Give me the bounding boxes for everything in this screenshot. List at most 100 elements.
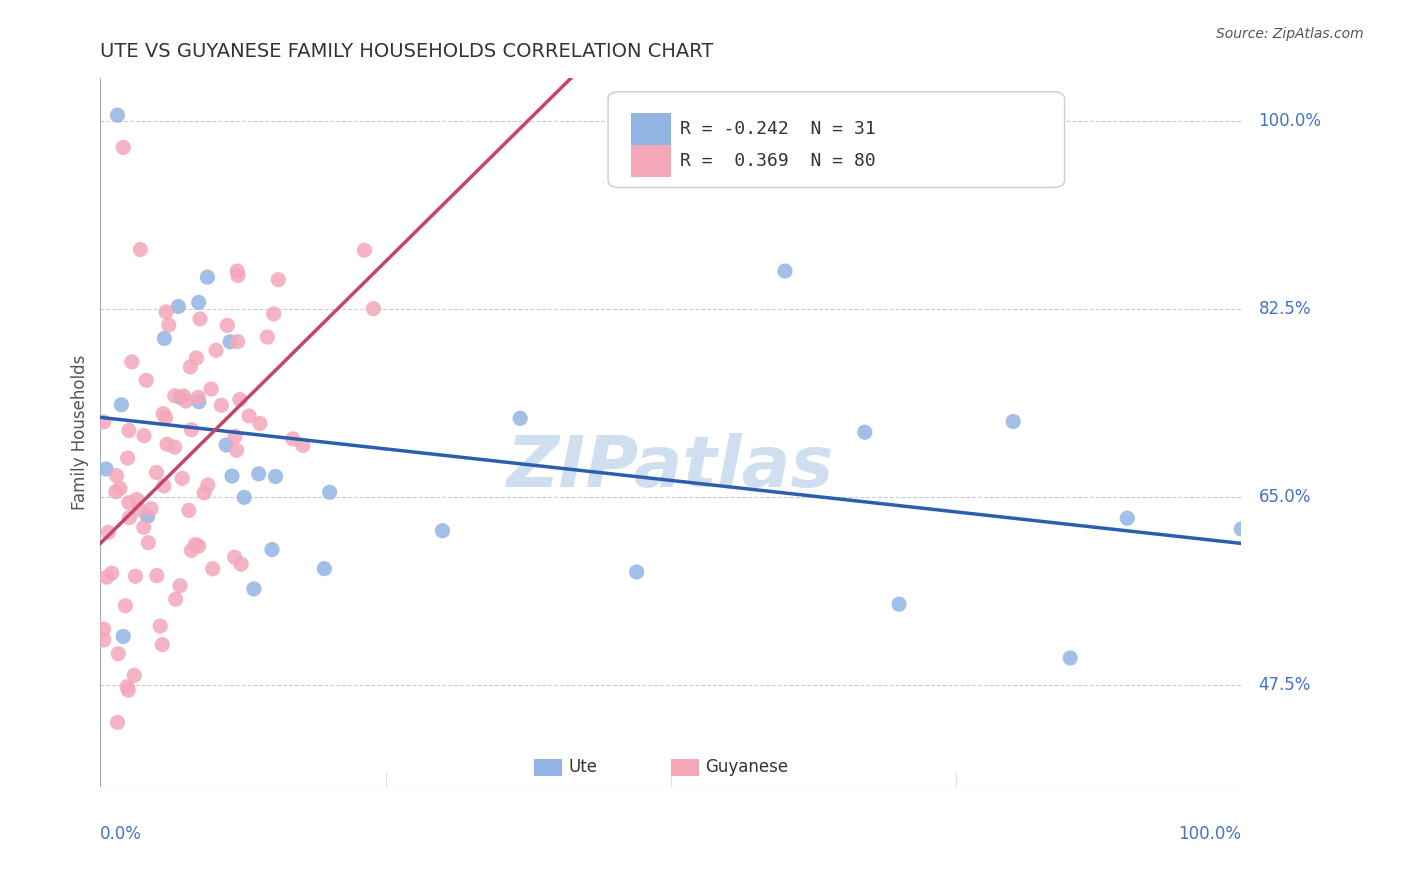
Point (107, 715, 129, 730)
Text: R =  0.369  N = 80: R = 0.369 N = 80 (681, 152, 876, 169)
Point (179, 359, 201, 374)
Point (626, 565, 648, 579)
Point (136, 535, 159, 549)
Point (184, 538, 207, 552)
Point (105, 468, 128, 483)
Point (167, 300, 190, 314)
Point (149, 619, 172, 633)
Point (117, 451, 139, 466)
Point (180, 423, 202, 437)
Point (260, 542, 283, 557)
Point (853, 425, 876, 440)
Point (509, 411, 531, 425)
Point (169, 390, 191, 404)
Point (145, 466, 167, 480)
Point (363, 301, 385, 316)
Point (247, 467, 270, 481)
Point (118, 495, 141, 509)
Point (1116, 511, 1139, 525)
Point (157, 318, 180, 332)
Point (314, 561, 336, 575)
Point (93, 415, 115, 429)
Point (173, 389, 195, 403)
Point (100, 566, 122, 581)
Point (172, 471, 194, 485)
Bar (534, 758, 562, 776)
Text: R = -0.242  N = 31: R = -0.242 N = 31 (681, 120, 876, 137)
Point (174, 394, 197, 409)
Text: 100.0%: 100.0% (1178, 824, 1241, 843)
Point (224, 550, 246, 565)
Text: Guyanese: Guyanese (704, 758, 789, 776)
Point (118, 510, 141, 524)
Point (155, 410, 177, 425)
Point (112, 629, 135, 643)
Point (93, 622, 115, 636)
Point (132, 428, 155, 442)
Point (226, 334, 249, 349)
Bar (631, 113, 671, 145)
Point (153, 479, 176, 493)
Y-axis label: Family Households: Family Households (72, 354, 89, 510)
Text: Ute: Ute (568, 758, 598, 776)
Text: 100.0%: 100.0% (1258, 112, 1322, 129)
Point (187, 539, 209, 553)
Point (267, 273, 290, 287)
Point (96, 570, 118, 584)
Point (125, 492, 148, 507)
Point (94, 462, 117, 476)
Text: 65.0%: 65.0% (1258, 488, 1310, 506)
Point (129, 243, 152, 257)
Text: 47.5%: 47.5% (1258, 676, 1310, 694)
Point (226, 264, 249, 278)
Point (229, 392, 252, 407)
Point (108, 481, 131, 495)
Text: 82.5%: 82.5% (1258, 300, 1310, 318)
Point (215, 438, 238, 452)
Point (187, 295, 209, 310)
Point (188, 312, 211, 326)
Point (217, 318, 239, 333)
Point (200, 382, 222, 396)
Point (153, 331, 176, 345)
Point (121, 355, 143, 369)
Point (165, 592, 187, 607)
Point (180, 543, 202, 558)
Point (155, 305, 177, 319)
Point (169, 579, 191, 593)
Point (238, 409, 260, 423)
Text: Source: ZipAtlas.com: Source: ZipAtlas.com (1216, 27, 1364, 41)
Point (177, 503, 200, 517)
Point (263, 307, 285, 321)
Point (124, 569, 146, 583)
Point (219, 334, 242, 349)
Point (225, 443, 247, 458)
Point (224, 429, 246, 443)
Point (432, 524, 454, 538)
Point (197, 478, 219, 492)
Point (291, 438, 314, 452)
Text: 0.0%: 0.0% (100, 824, 142, 843)
Point (1002, 415, 1025, 429)
Point (97, 525, 120, 540)
Point (124, 668, 146, 682)
Point (132, 520, 155, 534)
Point (201, 562, 224, 576)
Point (243, 582, 266, 596)
Point (107, 108, 129, 122)
Point (115, 680, 138, 694)
Point (187, 390, 209, 404)
Point (186, 351, 208, 365)
Point (139, 501, 162, 516)
Point (233, 491, 256, 505)
Point (152, 407, 174, 421)
Point (150, 638, 173, 652)
Point (107, 647, 129, 661)
Point (318, 485, 340, 500)
Point (114, 599, 136, 613)
Point (229, 557, 252, 571)
Point (118, 424, 141, 438)
Point (146, 568, 169, 582)
Point (163, 440, 186, 454)
Point (197, 270, 219, 285)
